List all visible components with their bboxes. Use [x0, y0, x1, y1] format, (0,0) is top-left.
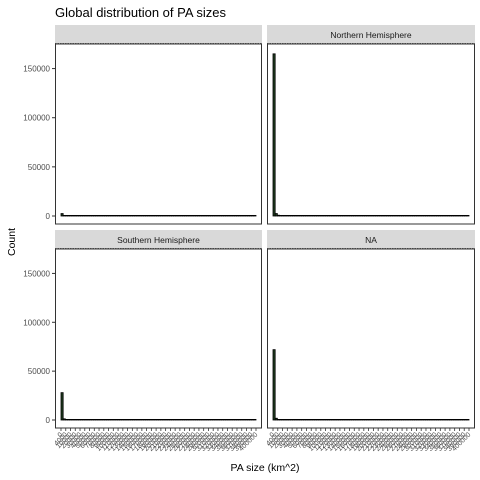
chart-title: Global distribution of PA sizes: [55, 5, 227, 20]
y-tick-label: 150000: [23, 65, 50, 74]
facet-strip: [55, 25, 262, 44]
facet-strip-label: Southern Hemisphere: [117, 235, 200, 245]
histogram-bar: [466, 214, 470, 217]
facet-panels: 0 50000 100000 150000 Northern Hemisphere Sou…: [23, 25, 475, 453]
facet-strip: [267, 25, 475, 44]
panel-border: [55, 43, 262, 225]
histogram-bar: [253, 418, 257, 421]
facet-panel: Northern Hemisphere: [267, 25, 475, 225]
facet-strip: [55, 230, 262, 249]
histogram-bar: [253, 214, 257, 217]
panel-border: [267, 43, 475, 225]
facet-panel: 0 50000 100000 150000: [23, 25, 262, 225]
y-tick-label: 100000: [23, 114, 50, 123]
y-tick-label: 100000: [23, 318, 50, 327]
histogram-bar: [272, 349, 276, 421]
facet-strip-label: NA: [365, 235, 377, 245]
y-tick-label: 50000: [28, 163, 51, 172]
panel-border: [267, 248, 475, 429]
y-tick-label: 50000: [28, 367, 51, 376]
histogram-bar: [466, 418, 470, 421]
y-tick-label: 0: [46, 212, 51, 221]
facet-panel: NA04000100002000030000400005000060000700…: [265, 230, 475, 453]
facet-strip: [267, 230, 475, 249]
y-tick-label: 150000: [23, 269, 50, 278]
x-axis-title: PA size (km^2): [231, 462, 300, 474]
histogram-bar: [60, 213, 64, 217]
histogram-bar: [274, 213, 278, 217]
histogram-bar: [272, 53, 276, 217]
x-tick-label: 0: [269, 431, 277, 439]
facet-strip-label: Northern Hemisphere: [330, 30, 412, 40]
facet-panel: Southern Hemisphere050000100000150000040…: [23, 230, 262, 453]
x-tick-label: 0: [57, 431, 65, 439]
y-axis-title: Count: [6, 228, 18, 256]
histogram-bar: [60, 392, 64, 421]
y-tick-label: 0: [46, 416, 51, 425]
panel-border: [55, 248, 262, 429]
